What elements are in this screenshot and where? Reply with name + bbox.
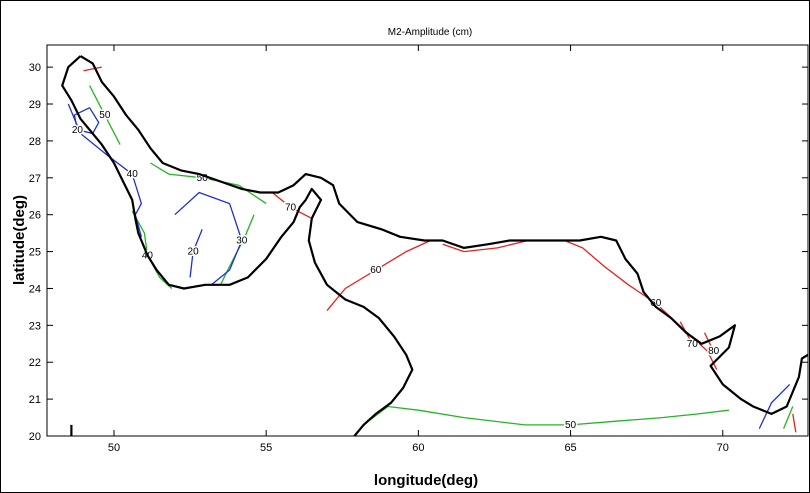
x-axis-label: longitude(deg) [374,472,478,489]
y-tick-label: 24 [29,283,41,295]
y-tick-label: 21 [29,394,41,406]
coastline [61,55,414,437]
contour-line-red [703,332,715,352]
y-axis-label: latitude(deg) [11,195,28,285]
contour-label: 50 [565,420,577,431]
contour-label: 40 [127,169,139,180]
contour-label: 20 [72,125,84,136]
contour-line-green [782,406,794,429]
chart-title: M2-Amplitude (cm) [388,27,472,38]
contour-label: 30 [236,236,248,247]
x-tick-label: 50 [108,442,120,454]
contour-line-red [564,239,718,370]
y-tick-label: 26 [29,210,41,222]
contour-line-red [271,191,313,219]
y-tick-label: 30 [29,62,41,74]
y-tick-label: 28 [29,136,41,148]
contour-line-green [150,162,267,205]
contour-line-green [363,405,729,426]
x-tick-label: 70 [717,442,729,454]
y-tick-label: 27 [29,173,41,185]
x-tick-label: 65 [564,442,576,454]
contour-label: 60 [370,265,382,276]
y-tick-label: 23 [29,320,41,332]
coastline [79,55,809,415]
axes: 50 55 60 65 70 20 21 22 23 24 25 26 27 28 29 30 [29,45,808,454]
contour-label: 80 [708,346,720,357]
y-tick-label: 29 [29,99,41,111]
contour-label: 20 [188,247,200,258]
contour-label: 70 [285,202,297,213]
contour-label: 60 [650,298,662,309]
contour-line-blue [758,383,791,429]
y-tick-label: 25 [29,247,41,259]
x-tick-label: 60 [412,442,424,454]
x-tick-label: 55 [260,442,272,454]
contour-line-red [792,413,797,433]
contour-line-blue [174,191,243,286]
contour-line-green [89,85,121,145]
y-tick-label: 20 [29,431,41,443]
y-tick-label: 22 [29,357,41,369]
coastlines [61,55,809,437]
contour-line-blue [189,229,203,278]
contour-label: 50 [99,110,111,121]
contour-line-red [83,66,102,72]
